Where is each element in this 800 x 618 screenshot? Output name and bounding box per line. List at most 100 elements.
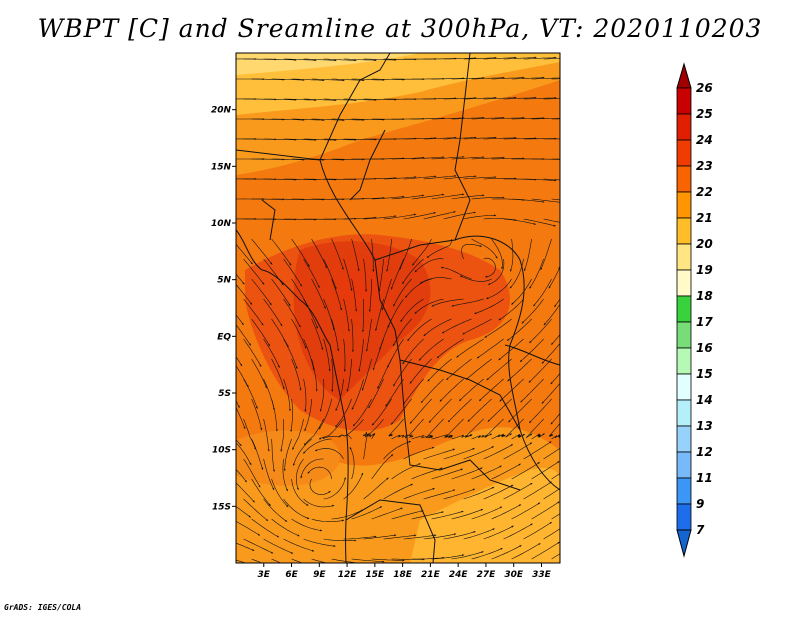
streamline — [243, 538, 274, 554]
streamline — [441, 318, 472, 334]
streamline — [400, 298, 424, 323]
lon-label: 24E — [449, 570, 469, 580]
streamline — [280, 418, 284, 452]
streamline — [491, 463, 522, 480]
streamline — [303, 178, 337, 181]
streamline — [436, 338, 464, 359]
streamline — [487, 398, 512, 422]
streamline — [295, 458, 304, 491]
streamline — [486, 358, 512, 381]
streamline — [283, 258, 303, 287]
streamline — [474, 298, 504, 314]
streamline — [303, 298, 318, 329]
streamline — [263, 458, 275, 491]
streamline — [443, 175, 477, 180]
streamline — [362, 298, 364, 333]
streamline — [309, 478, 331, 495]
streamline — [271, 118, 305, 121]
streamline — [458, 378, 484, 402]
streamline — [323, 338, 331, 372]
streamline — [528, 358, 552, 383]
streamline — [461, 244, 483, 260]
map-panel — [236, 53, 599, 563]
streamline — [520, 378, 544, 403]
streamline — [498, 338, 524, 361]
streamline — [385, 378, 404, 407]
streamline — [271, 518, 300, 537]
lon-label: 9E — [313, 570, 326, 580]
streamline — [283, 498, 310, 519]
streamline — [476, 338, 504, 359]
streamline — [483, 484, 514, 500]
streamline — [419, 277, 452, 284]
streamline — [331, 238, 344, 270]
streamline — [283, 98, 317, 102]
streamline — [509, 258, 524, 289]
streamline — [523, 178, 557, 182]
streamline — [503, 523, 533, 540]
streamline — [383, 213, 417, 220]
streamline — [323, 298, 335, 331]
streamline — [311, 518, 345, 522]
streamline — [371, 398, 392, 426]
streamline — [443, 531, 476, 540]
streamline — [525, 418, 544, 438]
streamline — [463, 486, 495, 500]
streamline — [463, 528, 496, 540]
latitude-axis: 20N 15N 10N 5N EQ 5S 10S 15S — [211, 106, 236, 512]
streamline — [393, 278, 412, 307]
streamline — [411, 117, 445, 120]
streamline — [443, 57, 477, 60]
streamline — [423, 489, 456, 500]
wbpt-south-cool — [410, 468, 560, 563]
streamline — [291, 558, 304, 563]
lat-label: 20N — [211, 106, 232, 116]
streamline — [471, 434, 488, 440]
streamline — [403, 212, 437, 220]
streamline — [572, 462, 599, 479]
streamline — [283, 338, 298, 370]
streamline — [381, 278, 392, 311]
streamline — [540, 238, 552, 271]
streamline — [463, 214, 497, 220]
streamline — [409, 398, 432, 424]
streamline — [531, 198, 560, 203]
streamline — [311, 238, 327, 269]
streamline — [371, 157, 405, 160]
streamline — [251, 398, 263, 431]
streamline — [554, 298, 560, 308]
streamline — [383, 483, 414, 500]
streamline — [446, 358, 472, 381]
streamline — [403, 137, 437, 140]
streamline — [391, 194, 425, 200]
streamline — [511, 117, 545, 120]
streamline — [236, 482, 255, 503]
streamline — [391, 434, 409, 440]
streamline — [471, 238, 498, 259]
streamline — [483, 96, 517, 100]
streamline — [471, 548, 503, 560]
streamline — [319, 378, 325, 412]
streamline — [311, 78, 345, 82]
streamline — [471, 156, 505, 160]
colorbar-label: 16 — [696, 341, 713, 355]
streamline — [402, 378, 424, 405]
streamline — [431, 77, 465, 80]
streamline — [484, 318, 512, 338]
streamline — [318, 418, 344, 440]
streamline — [456, 338, 484, 358]
streamline — [251, 318, 271, 347]
streamline — [263, 58, 297, 61]
streamline — [351, 318, 354, 353]
streamline — [343, 338, 346, 373]
streamline — [491, 504, 522, 520]
colorbar-segment — [676, 477, 692, 505]
streamline — [491, 545, 522, 560]
streamline — [498, 298, 524, 321]
streamline — [323, 477, 346, 500]
streamline — [311, 278, 326, 310]
colorbar-segment — [676, 347, 692, 375]
wbpt-southwest-band — [236, 430, 340, 486]
streamline — [423, 318, 452, 337]
